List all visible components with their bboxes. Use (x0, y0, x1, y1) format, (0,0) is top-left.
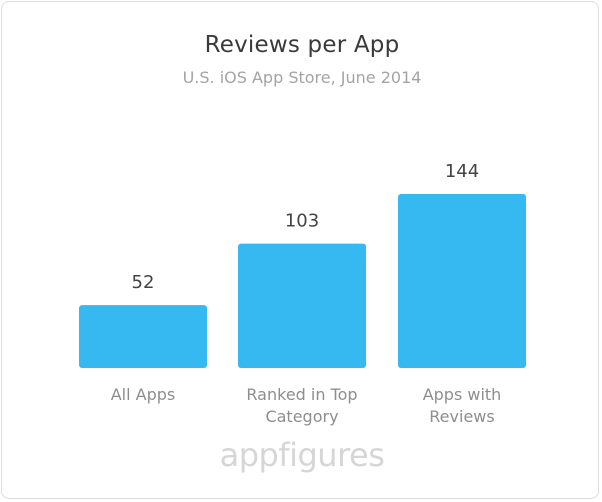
category-label-2-line-2: Category (265, 407, 338, 426)
value-label-2: 103 (285, 211, 319, 232)
category-label-3-line-2: Reviews (429, 407, 494, 426)
category-label-3-line-1: Apps with (423, 385, 502, 404)
value-label-1: 52 (132, 272, 155, 293)
logo-part-app: app (219, 436, 279, 474)
bar-2 (238, 243, 366, 368)
chart-subtitle: U.S. iOS App Store, June 2014 (182, 68, 422, 87)
category-label-2-line-1: Ranked in Top (246, 385, 357, 404)
category-label-1-line-1: All Apps (111, 385, 176, 404)
bars-group: 52 All Apps 103 Ranked in Top Category 144 App… (79, 161, 526, 426)
logo-part-figures: figures (278, 436, 385, 474)
chart-title: Reviews per App (204, 32, 400, 58)
appfigures-logo: appfigures (2, 436, 602, 474)
value-label-3: 144 (445, 161, 479, 182)
bar-3 (398, 194, 526, 368)
bar-1 (79, 305, 207, 368)
